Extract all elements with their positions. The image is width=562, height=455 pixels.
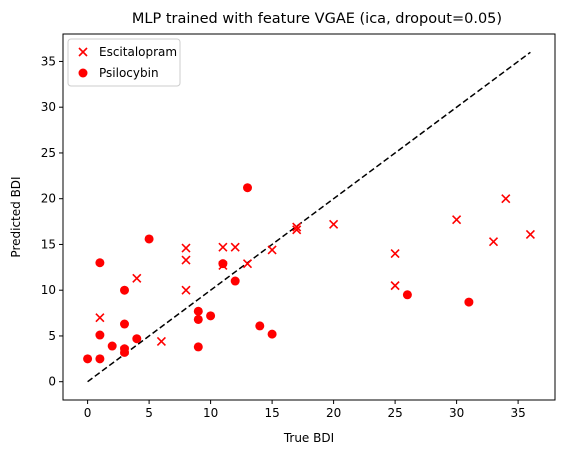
x-tick-label: 30	[449, 406, 464, 420]
points-layer	[83, 183, 535, 364]
psilocybin-point	[402, 290, 412, 300]
x-axis-label: True BDI	[283, 431, 334, 445]
psilocybin-point	[255, 321, 265, 331]
y-tick-label: 30	[41, 100, 56, 114]
x-tick-label: 0	[84, 406, 92, 420]
y-tick-label: 15	[41, 237, 56, 251]
psilocybin-point	[120, 319, 129, 329]
y-axis-label: Predicted BDI	[9, 176, 23, 257]
chart-title: MLP trained with feature VGAE (ica, drop…	[132, 11, 502, 27]
escitalopram-point	[501, 194, 511, 204]
legend-items: Escitalopram Psilocybin	[78, 45, 177, 80]
escitalopram-point	[329, 219, 339, 229]
escitalopram-point	[181, 285, 191, 295]
y-tick-label: 0	[48, 375, 56, 389]
psilocybin-point	[132, 334, 142, 344]
psilocybin-point	[243, 183, 252, 193]
psilocybin-point	[218, 259, 228, 269]
legend-label-psilocybin: Psilocybin	[99, 66, 159, 80]
psilocybin-point	[95, 330, 105, 340]
psilocybin-point	[206, 311, 216, 321]
x-ticks: 0 5 10 15 20 25 30 35	[84, 400, 526, 420]
x-tick-label: 25	[387, 406, 402, 420]
escitalopram-point	[181, 255, 191, 265]
psilocybin-point	[120, 344, 129, 354]
psilocybin-point	[107, 341, 117, 351]
escitalopram-point	[132, 273, 142, 283]
x-tick-label: 15	[264, 406, 279, 420]
escitalopram-point	[390, 281, 400, 291]
legend-marker-escitalopram	[78, 47, 88, 57]
psilocybin-point	[230, 276, 240, 286]
escitalopram-point	[525, 229, 535, 239]
psilocybin-point	[144, 234, 154, 244]
psilocybin-point	[193, 342, 203, 352]
y-tick-label: 25	[41, 146, 56, 160]
psilocybin-point	[464, 297, 474, 307]
escitalopram-point	[230, 242, 240, 252]
reference-line	[87, 51, 531, 383]
psilocybin-point	[83, 354, 93, 364]
legend: Escitalopram Psilocybin	[67, 38, 181, 87]
legend-box	[67, 38, 181, 87]
psilocybin-point	[193, 314, 203, 324]
y-tick-label: 35	[41, 54, 56, 68]
psilocybin-point	[193, 306, 203, 316]
escitalopram-point	[452, 215, 462, 225]
psilocybin-point	[267, 329, 277, 339]
plot-frame	[62, 33, 556, 401]
escitalopram-point	[218, 242, 228, 252]
psilocybin-point	[95, 258, 105, 268]
escitalopram-point	[181, 243, 191, 253]
y-tick-label: 5	[48, 329, 56, 343]
y-tick-label: 10	[41, 283, 56, 297]
x-tick-label: 10	[203, 406, 218, 420]
legend-label-escitalopram: Escitalopram	[99, 45, 177, 59]
legend-marker-psilocybin	[78, 68, 88, 78]
escitalopram-point	[267, 245, 277, 255]
escitalopram-point	[488, 237, 499, 247]
escitalopram-point	[292, 225, 302, 235]
x-tick-label: 20	[326, 406, 341, 420]
x-tick-label: 35	[510, 406, 525, 420]
psilocybin-point	[95, 354, 105, 364]
escitalopram-point	[95, 313, 105, 323]
x-tick-label: 5	[145, 406, 153, 420]
escitalopram-point	[390, 249, 400, 259]
y-tick-label: 20	[41, 192, 56, 206]
psilocybin-point	[120, 285, 129, 295]
escitalopram-point	[156, 336, 166, 347]
y-ticks: 0 5 10 15 20 25 30 35	[41, 54, 63, 389]
escitalopram-point	[242, 259, 253, 269]
escitalopram-point	[292, 222, 302, 232]
reference-line-layer	[87, 51, 531, 383]
